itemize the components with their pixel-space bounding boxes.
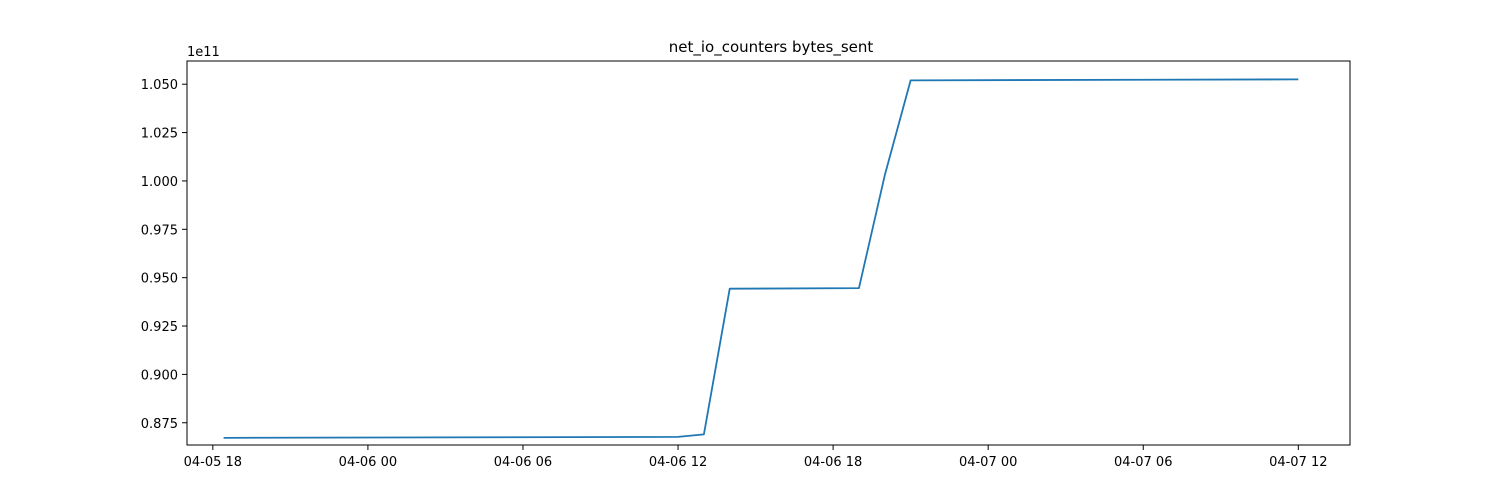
x-axis: 04-05 18 04-06 00 04-06 06 04-06 12 04-06 18…: [184, 445, 1328, 470]
series-line: [223, 78, 1299, 439]
x-tick-label: 04-07 06: [1114, 455, 1172, 470]
y-tick-label: 0.925: [141, 320, 178, 335]
x-tick-label: 04-06 12: [649, 455, 707, 470]
chart-title: net_io_counters bytes_sent: [669, 38, 874, 57]
x-tick-label: 04-07 12: [1269, 455, 1327, 470]
plot-area-frame: [186, 60, 1351, 446]
y-tick-label: 1.050: [141, 78, 178, 93]
y-tick-label: 0.900: [141, 368, 178, 383]
y-tick-label: 1.000: [141, 175, 178, 190]
x-tick-label: 04-06 18: [804, 455, 862, 470]
x-tick-label: 04-06 06: [494, 455, 552, 470]
y-tick-label: 0.875: [141, 417, 178, 432]
y-tick-label: 0.950: [141, 272, 178, 287]
y-tick-label: 0.975: [141, 223, 178, 238]
x-tick-label: 04-05 18: [184, 455, 242, 470]
y-axis: 0.875 0.900 0.925 0.950 0.975 1.000 1.025 1.050: [141, 78, 187, 432]
series-layer: [223, 78, 1299, 439]
y-axis-offset-label: 1e11: [187, 45, 220, 60]
x-tick-label: 04-07 00: [959, 455, 1017, 470]
x-tick-label: 04-06 00: [339, 455, 397, 470]
y-tick-label: 1.025: [141, 127, 178, 142]
